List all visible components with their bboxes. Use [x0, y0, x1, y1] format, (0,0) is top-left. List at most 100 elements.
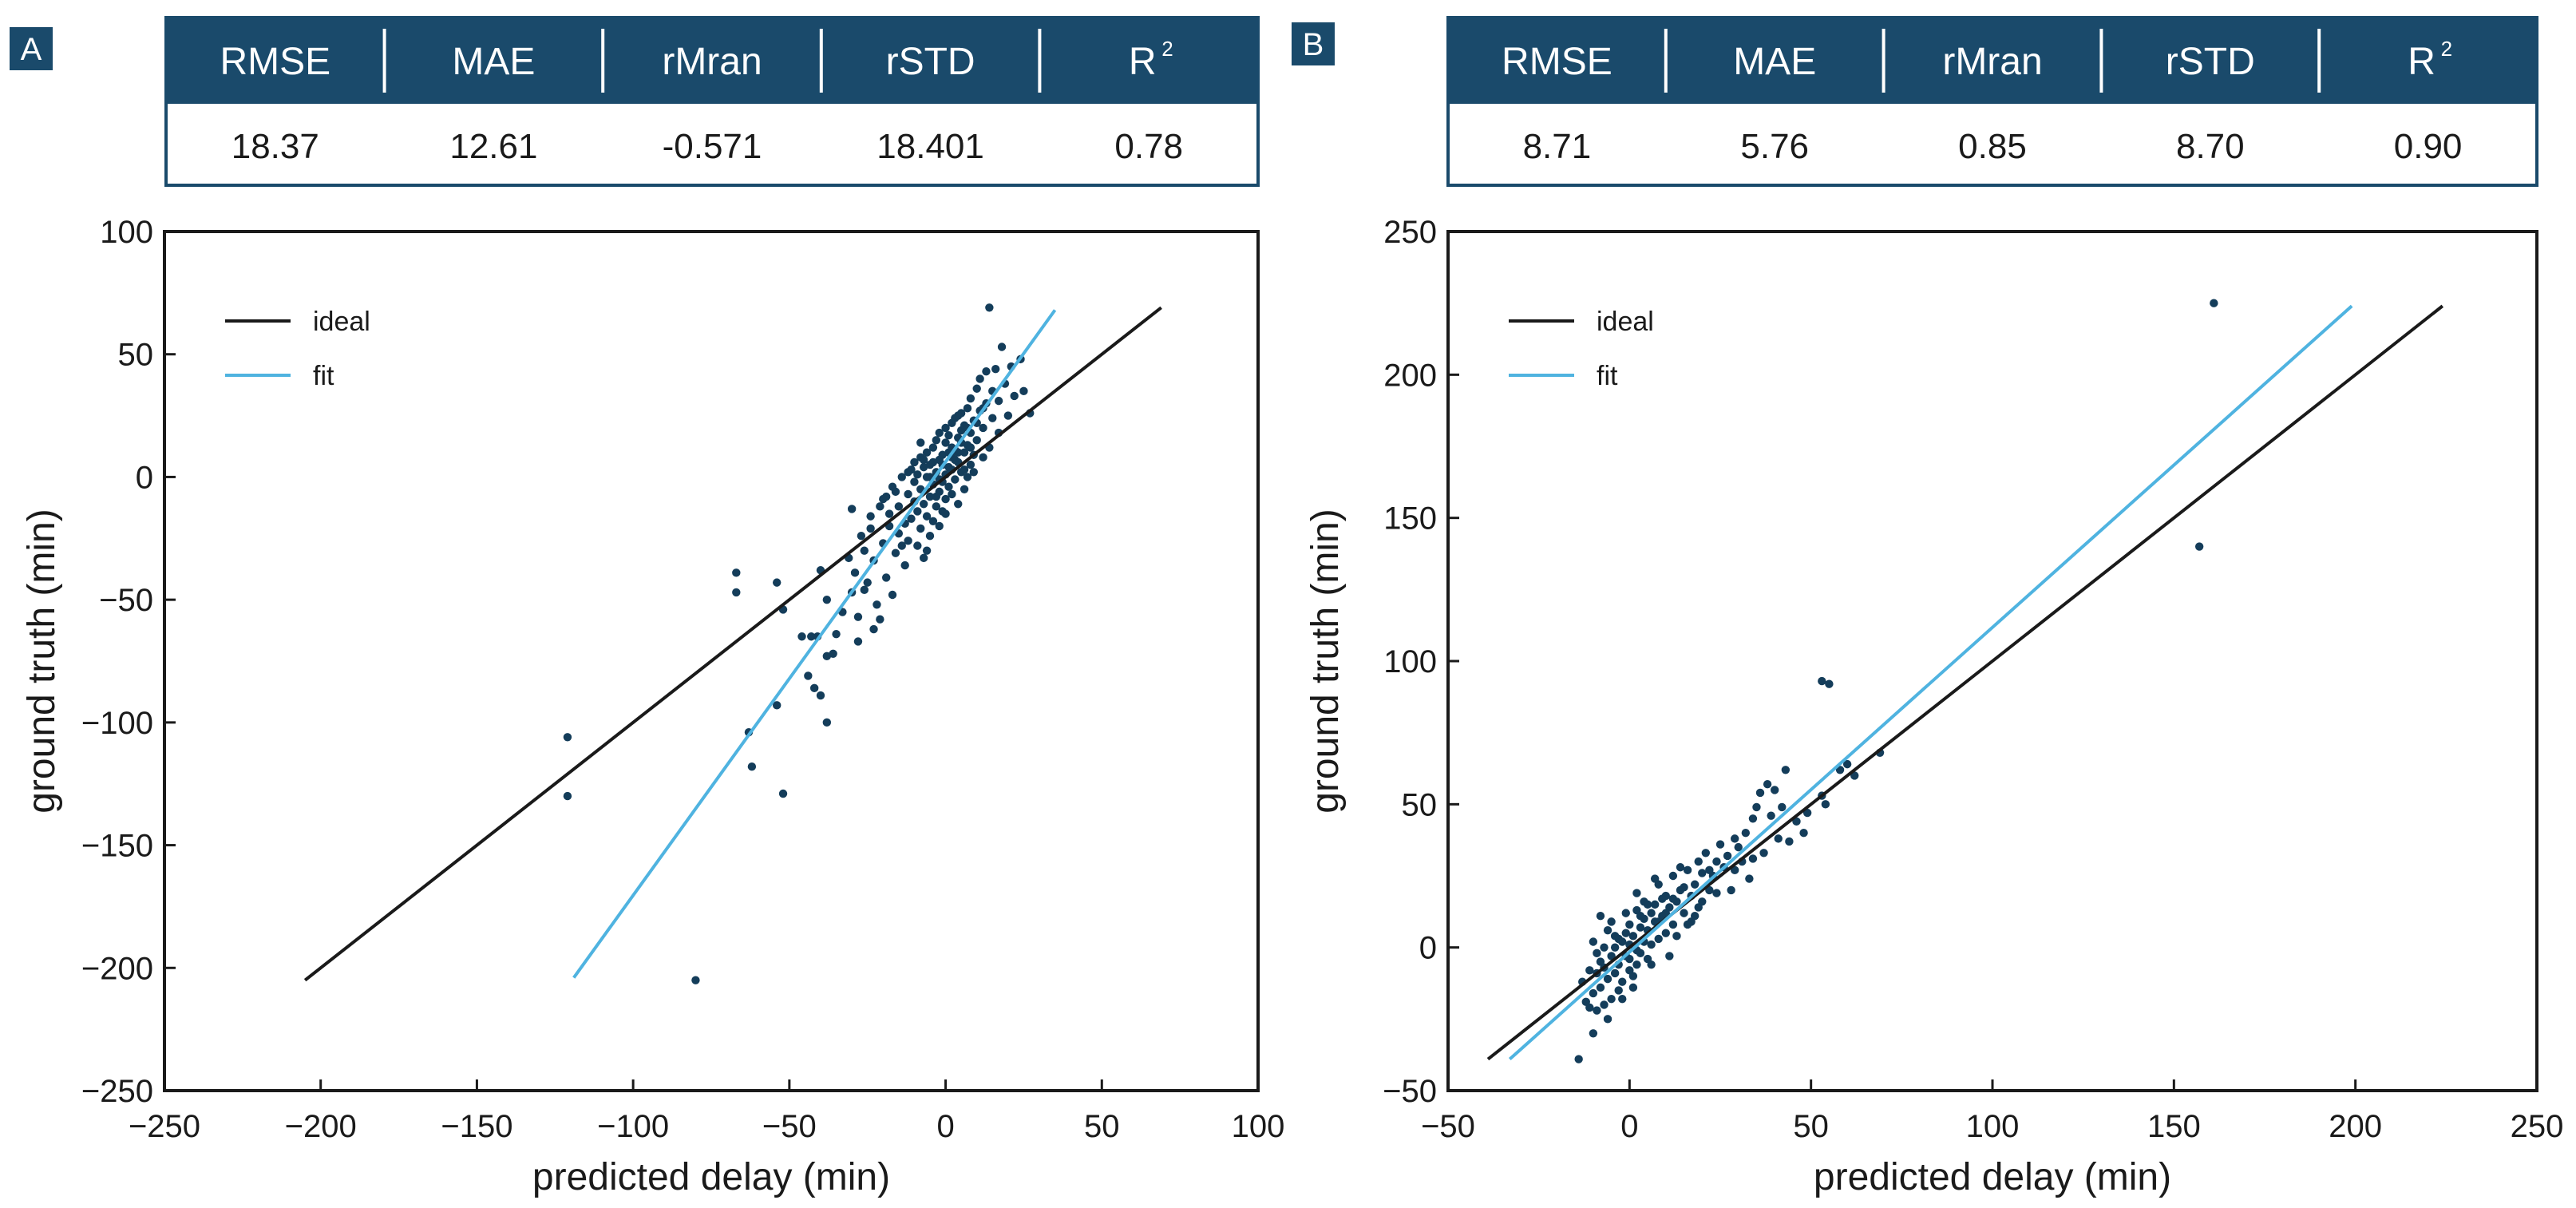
data-point	[822, 718, 832, 727]
data-point	[866, 524, 875, 533]
data-point	[925, 492, 935, 501]
data-point	[954, 411, 963, 420]
data-point	[951, 475, 960, 484]
data-point	[732, 568, 741, 577]
x-tick-label: −200	[285, 1109, 357, 1144]
data-point	[1785, 837, 1794, 846]
data-point	[1019, 386, 1028, 396]
data-point	[919, 553, 928, 563]
data-point	[1771, 786, 1779, 794]
data-point	[1574, 1055, 1583, 1063]
data-point	[847, 505, 857, 513]
legend-label-ideal: ideal	[313, 307, 370, 337]
metric-value-mae: 12.61	[449, 127, 537, 166]
data-point	[1774, 834, 1783, 843]
axes-frame	[163, 230, 1260, 1092]
legend-label-fit: fit	[1597, 361, 1618, 391]
data-point	[2194, 542, 2204, 551]
data-point	[1607, 995, 1616, 1004]
data-point	[972, 436, 981, 445]
data-point	[891, 549, 900, 557]
data-point	[1603, 1015, 1612, 1024]
data-point	[1683, 865, 1692, 875]
data-point	[891, 487, 900, 497]
data-point	[966, 443, 975, 452]
data-point	[954, 500, 963, 509]
data-point	[1647, 909, 1656, 917]
data-point	[941, 494, 950, 504]
data-point	[853, 612, 863, 621]
y-axis-label: ground truth (min)	[1304, 509, 1347, 814]
data-point	[873, 600, 881, 609]
panel-a: A RMSE18.37MAE12.61rMran-0.571rSTD18.401R…	[10, 16, 1284, 1198]
x-tick-label: 50	[1793, 1109, 1829, 1144]
data-point	[941, 438, 950, 447]
fit-line	[572, 309, 1057, 979]
y-tick-label: −150	[81, 829, 153, 864]
panel-label: A	[10, 27, 53, 70]
data-point	[1842, 759, 1852, 769]
x-tick-label: −50	[762, 1109, 817, 1144]
x-tick-label: 0	[936, 1109, 954, 1144]
data-point	[850, 568, 860, 577]
ideal-line	[303, 306, 1162, 982]
data-point	[822, 595, 832, 604]
data-point	[778, 789, 788, 798]
metric-header-rmse: RMSE	[1502, 41, 1612, 83]
data-point	[1683, 920, 1692, 929]
data-point	[1676, 863, 1685, 872]
data-point	[1698, 897, 1707, 906]
data-point	[1589, 1029, 1598, 1038]
data-point	[963, 404, 972, 413]
y-tick-label: −200	[81, 951, 153, 986]
data-point	[944, 430, 953, 440]
y-tick-label: −100	[81, 706, 153, 741]
data-point	[876, 502, 884, 511]
data-point	[1628, 983, 1638, 992]
data-point	[960, 465, 969, 474]
data-point	[1618, 995, 1627, 1004]
data-point	[1821, 800, 1830, 809]
y-tick-label: 100	[100, 215, 153, 250]
data-point	[882, 573, 891, 582]
data-point	[907, 514, 916, 523]
y-axis-label: ground truth (min)	[21, 509, 63, 814]
data-point	[1763, 780, 1772, 789]
x-tick-label: 50	[1084, 1109, 1120, 1144]
data-point	[938, 450, 947, 459]
y-tick-label: 100	[1383, 644, 1437, 679]
data-point	[928, 517, 938, 525]
data-point	[919, 500, 928, 509]
data-point	[1593, 949, 1601, 958]
data-point	[1690, 880, 1700, 889]
data-point	[732, 588, 741, 597]
data-point	[773, 701, 782, 710]
metric-header-r: R	[1129, 41, 1157, 83]
data-point	[922, 448, 932, 457]
data-point	[563, 791, 572, 801]
data-point	[1632, 889, 1641, 897]
y-tick-label: −50	[99, 583, 153, 618]
data-point	[910, 457, 919, 467]
data-point	[1625, 966, 1634, 975]
metric-value-rmran: -0.571	[663, 127, 762, 166]
data-points	[1574, 299, 2218, 1063]
x-tick-label: 100	[1232, 1109, 1285, 1144]
data-point	[1614, 986, 1623, 995]
data-point	[1596, 912, 1605, 921]
metric-header-r: R	[2408, 41, 2436, 83]
panel-label: B	[1292, 22, 1335, 65]
legend: ideal fit	[225, 307, 370, 391]
metric-header-superscript: 2	[2441, 37, 2452, 61]
plot-area: −250 −200 −150 −100 −50 0 50 100 −250 −200 −150 −10…	[21, 215, 1284, 1198]
data-point	[1621, 929, 1630, 937]
data-point	[1596, 983, 1605, 992]
metric-value-rstd: 18.401	[876, 127, 984, 166]
data-point	[1614, 934, 1623, 944]
data-point	[969, 468, 979, 477]
data-point	[853, 637, 863, 646]
data-point	[1705, 865, 1714, 875]
data-point	[1647, 960, 1656, 969]
data-point	[916, 438, 925, 447]
legend: ideal fit	[1509, 307, 1654, 391]
